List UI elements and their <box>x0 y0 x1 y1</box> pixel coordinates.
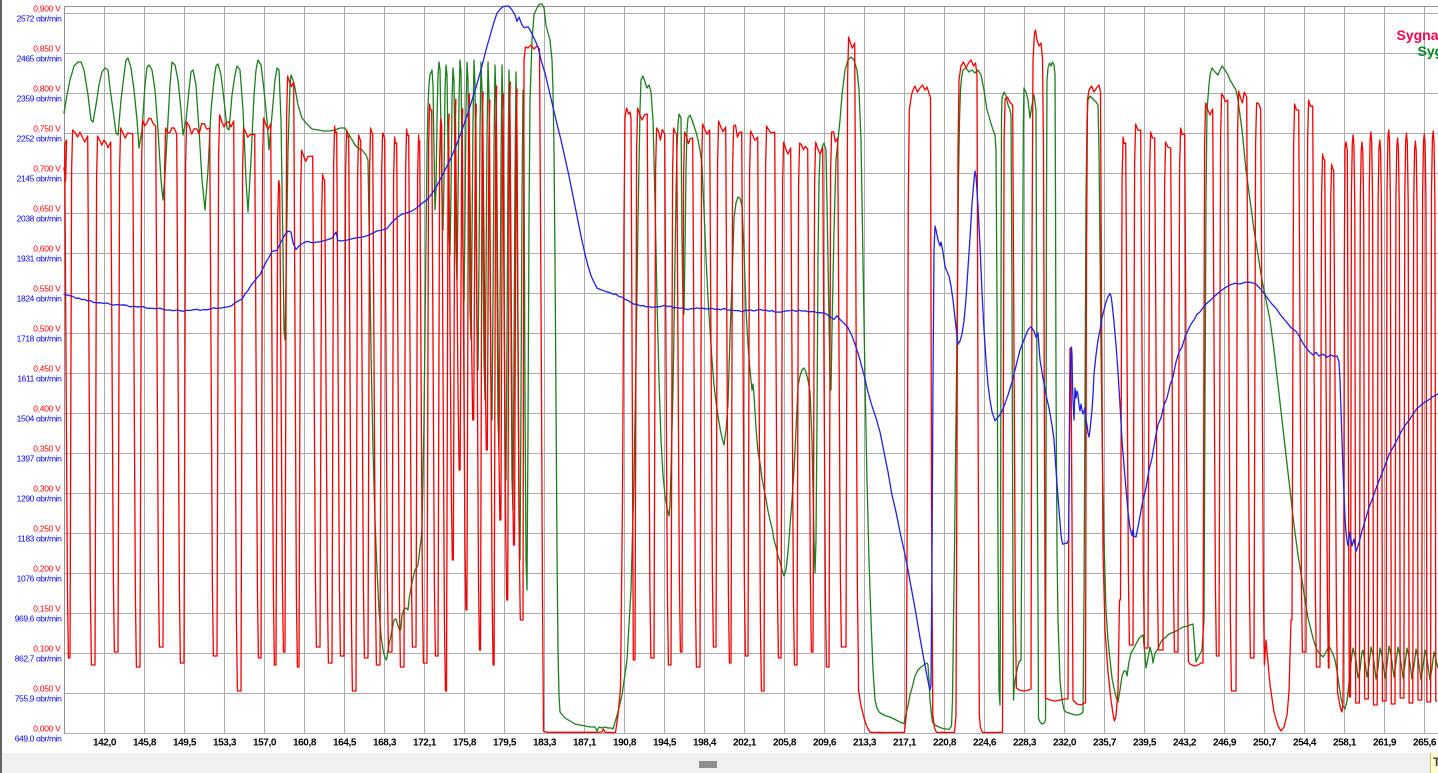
svg-text:0,650 V: 0,650 V <box>33 204 61 214</box>
svg-text:0,500 V: 0,500 V <box>33 324 61 334</box>
svg-text:2038 obr/min: 2038 obr/min <box>17 214 62 224</box>
svg-text:0,900 V: 0,900 V <box>33 4 61 14</box>
svg-text:187,1: 187,1 <box>573 738 597 749</box>
svg-text:1824 obr/min: 1824 obr/min <box>17 294 62 304</box>
svg-text:261,9: 261,9 <box>1373 738 1397 749</box>
svg-text:0,350 V: 0,350 V <box>33 444 61 454</box>
svg-text:246,9: 246,9 <box>1213 738 1237 749</box>
svg-text:0,450 V: 0,450 V <box>33 364 61 374</box>
svg-text:224,6: 224,6 <box>973 738 997 749</box>
svg-text:149,5: 149,5 <box>173 738 197 749</box>
svg-text:1290 obr/min: 1290 obr/min <box>17 494 62 504</box>
svg-text:0,150 V: 0,150 V <box>33 604 61 614</box>
svg-text:254,4: 254,4 <box>1293 738 1317 749</box>
svg-text:190,8: 190,8 <box>613 738 637 749</box>
svg-text:755,9 obr/min: 755,9 obr/min <box>15 694 62 704</box>
svg-text:172,1: 172,1 <box>413 738 437 749</box>
svg-text:0,750 V: 0,750 V <box>33 124 61 134</box>
svg-text:969,6 obr/min: 969,6 obr/min <box>15 614 62 624</box>
svg-text:1718 obr/min: 1718 obr/min <box>17 334 62 344</box>
svg-text:228,3: 228,3 <box>1013 738 1037 749</box>
svg-text:862,7 obr/min: 862,7 obr/min <box>15 654 62 664</box>
svg-text:220,8: 220,8 <box>933 738 957 749</box>
svg-text:179,5: 179,5 <box>493 738 517 749</box>
svg-text:0,400 V: 0,400 V <box>33 404 61 414</box>
svg-text:239,5: 239,5 <box>1133 738 1157 749</box>
svg-text:2145 obr/min: 2145 obr/min <box>17 174 62 184</box>
svg-text:235,7: 235,7 <box>1093 738 1117 749</box>
svg-text:1504 obr/min: 1504 obr/min <box>17 414 62 424</box>
svg-text:0,100 V: 0,100 V <box>33 644 61 654</box>
svg-text:258,1: 258,1 <box>1333 738 1357 749</box>
svg-text:145,8: 145,8 <box>133 738 157 749</box>
svg-text:164,5: 164,5 <box>333 738 357 749</box>
svg-text:217,1: 217,1 <box>893 738 917 749</box>
svg-text:160,8: 160,8 <box>293 738 317 749</box>
svg-text:0,200 V: 0,200 V <box>33 564 61 574</box>
svg-text:1397 obr/min: 1397 obr/min <box>17 454 62 464</box>
svg-text:202,1: 202,1 <box>733 738 757 749</box>
svg-text:2359 obr/min: 2359 obr/min <box>17 94 62 104</box>
svg-text:0,250 V: 0,250 V <box>33 524 61 534</box>
svg-text:Sygnał 1: Sygnał 1 <box>1397 27 1438 43</box>
svg-text:0,850 V: 0,850 V <box>33 44 61 54</box>
svg-text:0,700 V: 0,700 V <box>33 164 61 174</box>
svg-text:1183 obr/min: 1183 obr/min <box>17 534 62 544</box>
svg-text:1611 obr/min: 1611 obr/min <box>17 374 62 384</box>
svg-text:0,550 V: 0,550 V <box>33 284 61 294</box>
svg-text:168,3: 168,3 <box>373 738 397 749</box>
svg-text:2572 obr/min: 2572 obr/min <box>17 14 62 24</box>
svg-text:2465 obr/min: 2465 obr/min <box>17 54 62 64</box>
svg-text:1931 obr/min: 1931 obr/min <box>17 254 62 264</box>
svg-text:157,0: 157,0 <box>253 738 277 749</box>
svg-text:265,6: 265,6 <box>1413 738 1437 749</box>
svg-text:209,6: 209,6 <box>813 738 837 749</box>
svg-text:194,5: 194,5 <box>653 738 677 749</box>
svg-text:153,3: 153,3 <box>213 738 237 749</box>
svg-text:175,8: 175,8 <box>453 738 477 749</box>
svg-text:0,000 V: 0,000 V <box>33 724 61 734</box>
svg-text:243,2: 243,2 <box>1173 738 1197 749</box>
svg-text:0,800 V: 0,800 V <box>33 84 61 94</box>
svg-text:0,050 V: 0,050 V <box>33 684 61 694</box>
svg-text:232,0: 232,0 <box>1053 738 1077 749</box>
svg-text:213,3: 213,3 <box>853 738 877 749</box>
svg-text:250,7: 250,7 <box>1253 738 1277 749</box>
svg-text:Sygnał 2: Sygnał 2 <box>1418 43 1438 59</box>
svg-text:649,0 obr/min: 649,0 obr/min <box>15 734 62 744</box>
svg-text:142,0: 142,0 <box>93 738 117 749</box>
svg-text:198,4: 198,4 <box>693 738 717 749</box>
svg-text:183,3: 183,3 <box>533 738 557 749</box>
svg-text:205,8: 205,8 <box>773 738 797 749</box>
svg-text:0,300 V: 0,300 V <box>33 484 61 494</box>
svg-text:0,600 V: 0,600 V <box>33 244 61 254</box>
svg-text:2252 obr/min: 2252 obr/min <box>17 134 62 144</box>
svg-text:1076 obr/min: 1076 obr/min <box>17 574 62 584</box>
